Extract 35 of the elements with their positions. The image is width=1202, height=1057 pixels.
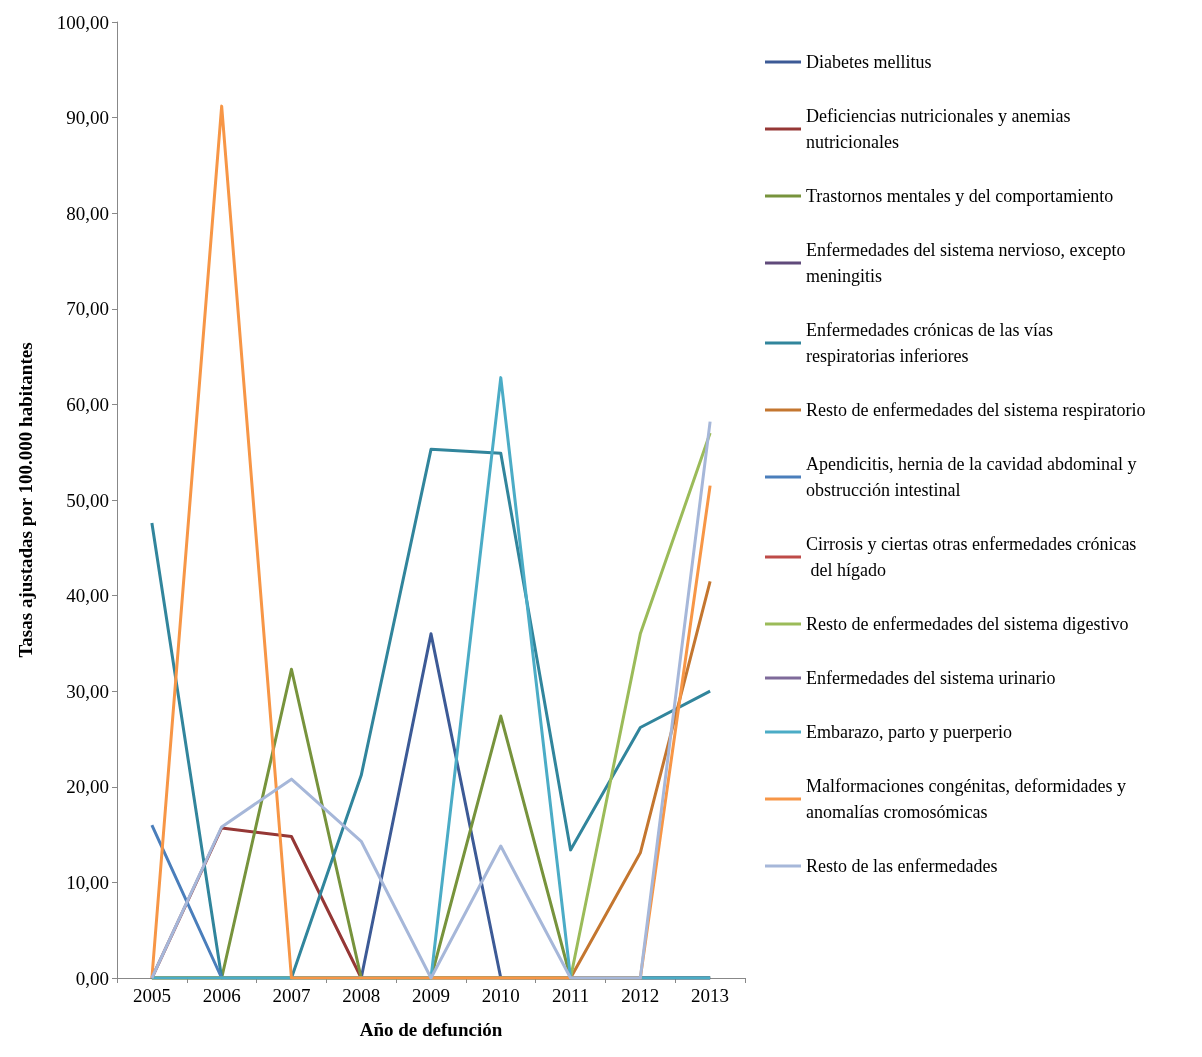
legend-label: Resto de enfermedades del sistema respiratorio	[806, 400, 1146, 420]
legend-label: Resto de enfermedades del sistema digestivo	[806, 614, 1129, 634]
y-tick-label: 0,00	[75, 967, 109, 989]
x-tick-label: 2006	[202, 985, 241, 1006]
y-tick-label: 70,00	[66, 298, 109, 320]
y-tick-label: 30,00	[66, 680, 109, 702]
y-tick-label: 60,00	[66, 393, 109, 415]
y-tick-label: 10,00	[66, 871, 109, 893]
legend-label: Enfermedades del sistema urinario	[806, 668, 1056, 688]
legend-label: Malformaciones congénitas, deformidades y anomalías cromosómicas	[806, 776, 1131, 822]
x-tick-label: 2008	[342, 985, 381, 1006]
x-tick-label: 2010	[481, 985, 520, 1006]
y-tick-label: 20,00	[66, 776, 109, 798]
legend-label: Cirrosis y ciertas otras enfermedades crónicas del hígado	[806, 534, 1137, 580]
y-axis-title: Tasas ajustadas por 100.000 habitantes	[15, 342, 36, 658]
legend-label: Enfermedades del sistema nervioso, excepto meningitis	[806, 240, 1130, 286]
legend-label: Embarazo, parto y puerperio	[806, 722, 1012, 742]
x-tick-label: 2005	[132, 985, 171, 1006]
legend-label: Apendicitis, hernia de la cavidad abdominal y obstrucción intestinal	[806, 454, 1141, 500]
y-tick-label: 40,00	[66, 585, 109, 607]
legend-label: Resto de las enfermedades	[806, 856, 998, 876]
legend-label: Deficiencias nutricionales y anemias nutricionales	[806, 106, 1075, 152]
x-axis-title: Año de defunción	[359, 1019, 503, 1040]
y-tick-label: 90,00	[66, 107, 109, 129]
x-tick-label: 2013	[691, 985, 730, 1006]
x-tick-label: 2009	[412, 985, 450, 1006]
x-tick-label: 2012	[621, 985, 660, 1006]
y-tick-label: 50,00	[66, 489, 109, 511]
x-tick-label: 2007	[272, 985, 311, 1006]
y-tick-label: 100,00	[56, 11, 109, 33]
legend-label: Enfermedades crónicas de las vías respiratorias inferiores	[806, 320, 1058, 366]
y-tick-label: 80,00	[66, 202, 109, 224]
legend-label: Diabetes mellitus	[806, 52, 932, 72]
legend-label: Trastornos mentales y del comportamiento	[806, 186, 1114, 206]
x-tick-label: 2011	[551, 985, 590, 1006]
